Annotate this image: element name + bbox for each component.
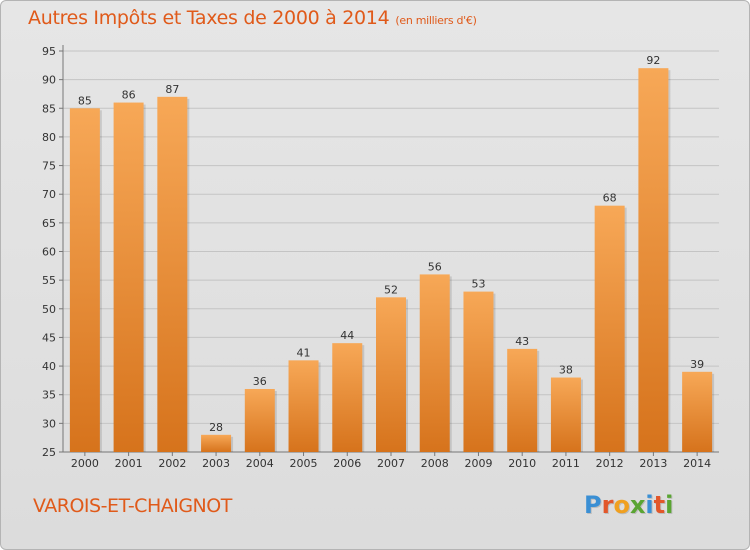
y-tick-label: 85 xyxy=(42,102,56,115)
data-label: 68 xyxy=(603,192,617,205)
data-label: 44 xyxy=(340,329,354,342)
bar-2011 xyxy=(550,377,581,452)
y-tick-label: 80 xyxy=(42,131,56,144)
x-tick-label: 2013 xyxy=(639,457,667,470)
x-tick-label: 2006 xyxy=(333,457,361,470)
x-tick-label: 2010 xyxy=(508,457,536,470)
logo-letter: r xyxy=(601,491,614,519)
y-tick-label: 50 xyxy=(42,303,56,316)
bar-2012 xyxy=(594,205,625,452)
data-label: 43 xyxy=(515,335,529,348)
x-tick-label: 2012 xyxy=(596,457,624,470)
data-label: 52 xyxy=(384,283,398,296)
logo-letter: x xyxy=(629,491,646,519)
bar-2013 xyxy=(638,68,669,452)
bar-2008 xyxy=(419,274,450,452)
x-tick-label: 2004 xyxy=(246,457,274,470)
chart-title-unit: (en milliers d'€) xyxy=(395,14,477,27)
bar-2002 xyxy=(157,96,188,452)
chart-title: Autres Impôts et Taxes de 2000 à 2014 (en… xyxy=(28,7,477,29)
data-label: 92 xyxy=(646,54,660,67)
bar-2010 xyxy=(507,348,538,452)
x-tick-label: 2007 xyxy=(377,457,405,470)
bar-2006 xyxy=(332,343,363,452)
y-tick-label: 30 xyxy=(42,417,56,430)
x-tick-label: 2000 xyxy=(71,457,99,470)
bar-2004 xyxy=(244,388,275,452)
x-tick-label: 2001 xyxy=(115,457,143,470)
logo-letter: t xyxy=(653,491,666,519)
y-tick-label: 75 xyxy=(42,160,56,173)
data-label: 53 xyxy=(471,278,485,291)
bar-2014 xyxy=(682,371,713,452)
bar-2009 xyxy=(463,291,494,452)
logo-letter: i xyxy=(645,491,654,519)
proxiti-logo: Proxiti xyxy=(584,491,673,519)
data-label: 41 xyxy=(297,346,311,359)
y-tick-label: 70 xyxy=(42,188,56,201)
x-tick-label: 2011 xyxy=(552,457,580,470)
bar-2003 xyxy=(201,434,232,452)
data-label: 86 xyxy=(122,89,136,102)
y-tick-label: 60 xyxy=(42,246,56,259)
data-label: 39 xyxy=(690,358,704,371)
logo-letter: P xyxy=(584,491,602,519)
y-tick-label: 35 xyxy=(42,389,56,402)
chart-title-main: Autres Impôts et Taxes de 2000 à 2014 xyxy=(28,7,390,29)
commune-name: VAROIS-ET-CHAIGNOT xyxy=(33,495,232,517)
bar-2005 xyxy=(288,360,319,452)
logo-letter: o xyxy=(613,491,630,519)
x-tick-label: 2002 xyxy=(158,457,186,470)
y-tick-label: 55 xyxy=(42,274,56,287)
y-tick-label: 25 xyxy=(42,446,56,459)
bar-2001 xyxy=(113,102,144,453)
x-tick-label: 2005 xyxy=(290,457,318,470)
y-tick-label: 90 xyxy=(42,74,56,87)
data-label: 36 xyxy=(253,375,267,388)
data-label: 87 xyxy=(165,83,179,96)
x-tick-label: 2008 xyxy=(421,457,449,470)
y-tick-label: 95 xyxy=(42,45,56,58)
logo-letter: i xyxy=(665,491,674,519)
x-tick-label: 2014 xyxy=(683,457,711,470)
bar-2000 xyxy=(69,108,100,453)
x-tick-label: 2009 xyxy=(464,457,492,470)
data-label: 85 xyxy=(78,94,92,107)
bar-2007 xyxy=(376,297,406,452)
y-tick-label: 65 xyxy=(42,217,56,230)
data-label: 28 xyxy=(209,421,223,434)
y-tick-label: 40 xyxy=(42,360,56,373)
y-tick-label: 45 xyxy=(42,331,56,344)
data-label: 56 xyxy=(428,260,442,273)
x-tick-label: 2003 xyxy=(202,457,230,470)
data-label: 38 xyxy=(559,364,573,377)
